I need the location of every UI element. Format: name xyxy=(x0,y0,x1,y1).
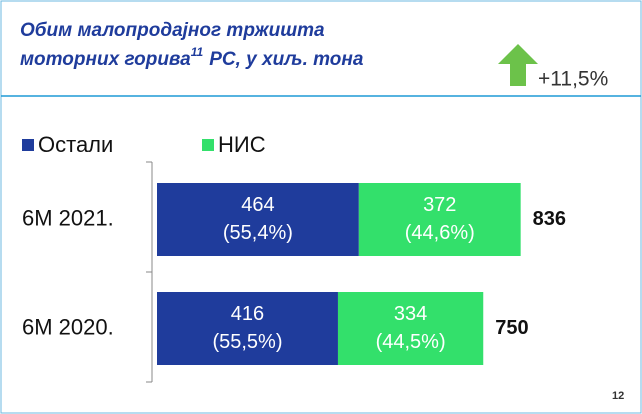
title-footnote: 11 xyxy=(191,45,204,59)
total-label: 750 xyxy=(495,317,528,339)
title-line2-text: моторних горива xyxy=(20,49,191,70)
legend-swatch xyxy=(202,139,214,151)
title-line2: моторних горива11 РС, у хиљ. тона xyxy=(20,45,364,70)
category-axis xyxy=(146,161,153,383)
title: Обим малопродајног тржишта xyxy=(20,20,325,41)
page-number: 12 xyxy=(612,390,624,402)
growth-label: +11,5% xyxy=(538,68,608,91)
value-label: 416 xyxy=(231,303,264,325)
share-label: (44,6%) xyxy=(405,222,475,244)
legend-label: Остали xyxy=(38,132,113,157)
category-label: 6М 2020. xyxy=(22,314,114,339)
bar-segment xyxy=(157,183,359,256)
share-label: (55,4%) xyxy=(223,222,293,244)
legend-label: НИС xyxy=(218,132,266,157)
legend-swatch xyxy=(22,139,34,151)
bar-segment xyxy=(358,183,521,256)
value-label: 334 xyxy=(394,303,427,325)
share-label: (44,5%) xyxy=(376,331,446,353)
value-label: 464 xyxy=(241,194,274,216)
category-label: 6М 2021. xyxy=(22,205,114,230)
title-suffix: РС, у хиљ. тона xyxy=(209,49,364,70)
up-arrow xyxy=(498,44,538,86)
value-label: 372 xyxy=(423,194,456,216)
total-label: 836 xyxy=(533,208,566,230)
share-label: (55,5%) xyxy=(212,331,282,353)
bar-segment xyxy=(157,292,338,365)
bar-segment xyxy=(337,292,484,365)
